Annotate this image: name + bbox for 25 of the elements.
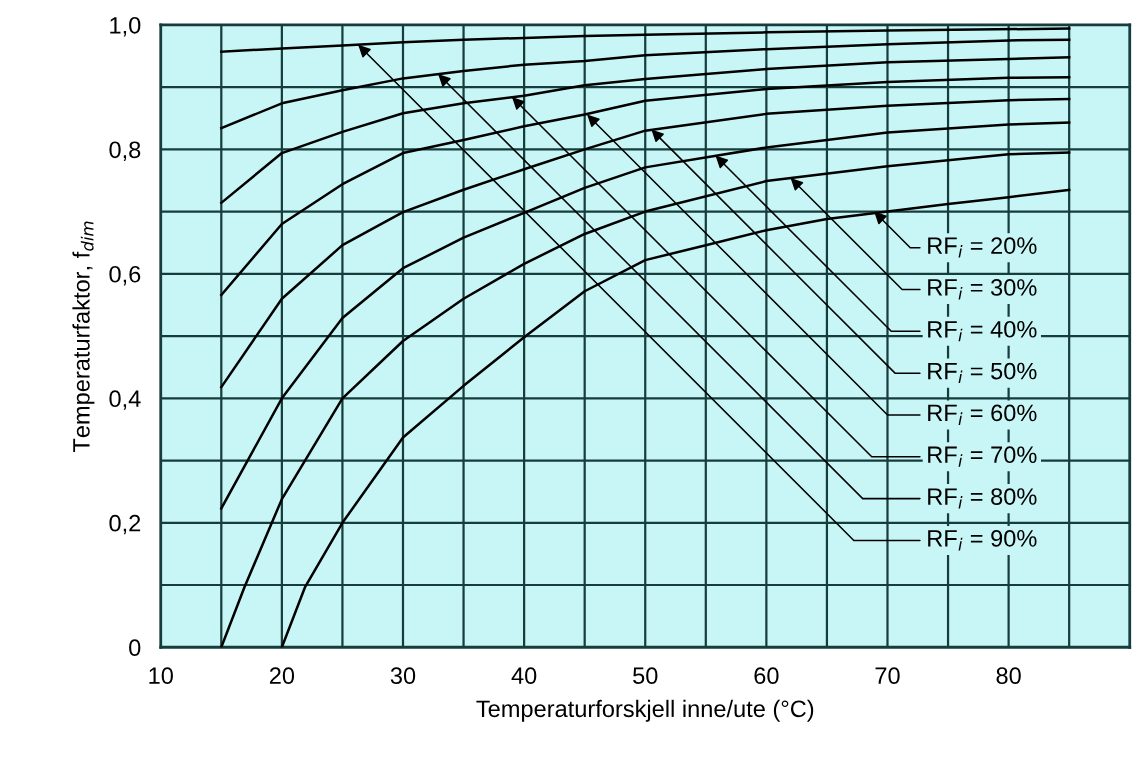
x-tick-label: 60 [754, 667, 779, 685]
line-series [220, 27, 1071, 53]
x-tick-label: 20 [269, 667, 295, 685]
y-tick-label: 1,0 [110, 16, 141, 37]
y-tick-label: 0 [129, 639, 141, 657]
x-tick-label: 80 [996, 667, 1021, 685]
annotation: RF$_{i}$ = 90% [928, 530, 1037, 551]
y-tick-label: 0,2 [109, 514, 141, 535]
x-tick-label: 50 [633, 667, 658, 685]
annotation: RF$_{i}$ = 30% [928, 279, 1037, 300]
annotation: RF$_{i}$ = 80% [928, 488, 1037, 509]
x-axis-title: Temperaturforskjell inne/ute (°C) [476, 699, 814, 722]
y-tick-label: 0,4 [109, 390, 141, 410]
x-tick-label: 70 [875, 667, 900, 685]
annotation: RF$_{i}$ = 70% [928, 446, 1037, 467]
y-tick-label: 0,8 [109, 141, 141, 161]
x-tick-label: 10 [149, 667, 173, 685]
annotation: RF$_{i}$ = 40% [928, 320, 1037, 342]
annotation: RF$_{i}$ = 60% [928, 404, 1037, 425]
x-tick-label: 40 [511, 667, 537, 685]
y-axis-title: Temperaturfaktor, f$_{dim}$ [72, 221, 95, 453]
annotation: RF$_{i}$ = 50% [928, 362, 1037, 384]
x-tick-label: 30 [390, 667, 416, 685]
y-tick-label: 0,6 [109, 265, 141, 286]
annotation: RF$_{i}$ = 20% [928, 237, 1037, 258]
